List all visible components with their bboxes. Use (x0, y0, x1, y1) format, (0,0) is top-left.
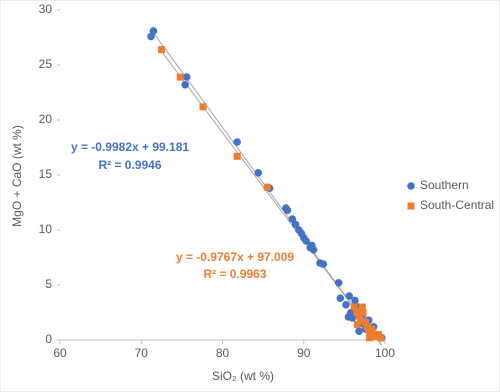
point (350, 303, 358, 311)
x-axis-label: SiO₂ (wt %) (212, 369, 274, 383)
point (336, 294, 345, 303)
point (342, 301, 350, 309)
trend-r2: R² = 0.9963 (203, 267, 266, 281)
point (366, 334, 374, 342)
point (345, 292, 354, 300)
point (357, 316, 365, 324)
y-tick-label: 5 (45, 277, 52, 291)
point (309, 246, 318, 254)
point (288, 215, 297, 223)
point (233, 152, 241, 160)
point (359, 309, 367, 316)
y-tick-label: 25 (39, 57, 53, 71)
legend-marker (407, 182, 415, 190)
point (355, 327, 363, 336)
point (199, 103, 207, 111)
point (377, 334, 385, 342)
point (283, 206, 292, 214)
point (351, 296, 359, 305)
y-tick-label: 10 (39, 222, 53, 236)
point (233, 138, 241, 146)
point (263, 183, 271, 191)
x-tick-label: 70 (135, 346, 149, 360)
point (254, 169, 263, 177)
point (368, 325, 376, 333)
y-axis-label: MgO + CaO (wt %) (10, 125, 24, 227)
x-tick-label: 60 (53, 346, 67, 360)
point (181, 81, 189, 89)
point (176, 73, 184, 81)
point (319, 260, 328, 268)
point (334, 279, 343, 287)
point (353, 321, 361, 329)
x-tick-label: 80 (216, 346, 230, 360)
point (353, 307, 361, 315)
y-tick-label: 30 (39, 2, 53, 16)
y-tick-label: 0 (45, 332, 52, 346)
point (358, 303, 366, 311)
trend-r2: R² = 0.9946 (98, 158, 161, 172)
y-tick-label: 20 (39, 112, 53, 126)
trend-equation: y = -0.9767x + 97.009 (176, 250, 294, 264)
point (344, 313, 353, 321)
x-tick-label: 100 (375, 346, 395, 360)
trendline (161, 51, 382, 344)
trend-equation: y = -0.9982x + 99.181 (71, 140, 189, 154)
x-tick-label: 90 (297, 346, 311, 360)
point (182, 73, 191, 81)
point (158, 46, 166, 54)
legend-label: South-Central (420, 198, 494, 212)
point (147, 32, 155, 41)
legend-marker (407, 202, 415, 210)
legend-label: Southern (420, 178, 469, 192)
point (355, 312, 363, 320)
point (362, 318, 369, 326)
point (291, 220, 300, 229)
y-tick-label: 15 (39, 167, 53, 181)
point (302, 237, 310, 245)
